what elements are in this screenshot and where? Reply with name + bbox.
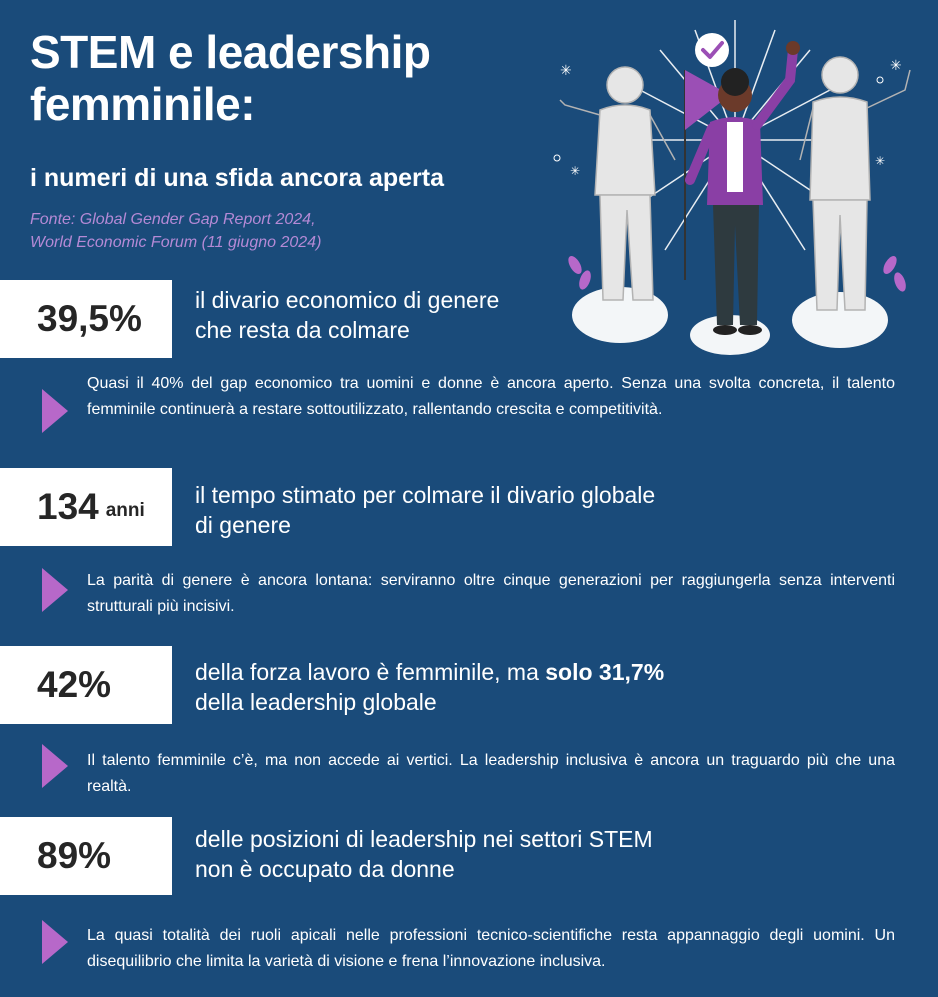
svg-text:✳: ✳ [560,63,572,79]
source-citation: Fonte: Global Gender Gap Report 2024, Wo… [30,208,321,254]
stat-headline-line-2: che resta da colmare [195,317,410,343]
stat-headline: della forza lavoro è femminile, ma solo … [195,657,664,717]
stat-headline-line-2: della leadership globale [195,689,437,715]
svg-text:✳: ✳ [875,154,885,168]
stat-value: 89% [37,835,112,876]
stat-value-box: 89% [0,817,172,895]
stat-headline: il divario economico di genere che resta… [195,285,499,345]
stat-value: 134 [37,486,99,527]
stat-headline-line-2: non è occupato da donne [195,856,455,882]
svg-text:✳: ✳ [570,164,580,178]
page-title: STEM e leadership femminile: [30,26,431,130]
stat-value: 39,5% [37,298,142,339]
arrow-right-icon [42,744,68,788]
stat-unit: anni [105,500,145,521]
stat-description: La parità di genere è ancora lontana: se… [87,572,895,615]
arrow-right-icon [42,389,68,433]
arrow-right-icon [42,568,68,612]
stat-headline-line-2: di genere [195,512,291,538]
stat-headline-line-1: della forza lavoro è femminile, ma solo … [195,657,664,687]
stat-headline: delle posizioni di leadership nei settor… [195,824,653,884]
stat-description: Il talento femminile c’è, ma non accede … [87,752,895,795]
stat-headline-line-1: il tempo stimato per colmare il divario … [195,482,656,508]
stat-value-box: 134 anni [0,468,172,546]
stat-description: La quasi totalità dei ruoli apicali nell… [87,927,895,970]
illustration-people-icon: ✳ ✳ ✳ ✳ [553,20,911,355]
stat-headline: il tempo stimato per colmare il divario … [195,480,655,540]
title-line-1: STEM e leadership [30,26,431,78]
title-line-2: femminile: [30,78,256,130]
stat-headline-line-1: il divario economico di genere [195,287,500,313]
arrow-right-icon [42,920,68,964]
stat-value-box: 39,5% [0,280,172,358]
stat-value-box: 42% [0,646,172,724]
stat-value: 42% [37,664,112,705]
stat-headline-emphasis: solo 31,7% [545,659,665,685]
stat-headline-text: della forza lavoro è femminile, ma [195,659,546,685]
source-line-1: Fonte: Global Gender Gap Report 2024, [30,211,316,228]
source-line-2: World Economic Forum (11 giugno 2024) [30,234,322,251]
stat-description: Quasi il 40% del gap economico tra uomin… [87,375,895,418]
stat-headline-line-1: delle posizioni di leadership nei settor… [195,826,653,852]
svg-text:✳: ✳ [890,58,902,74]
page-subtitle: i numeri di una sfida ancora aperta [30,164,445,192]
